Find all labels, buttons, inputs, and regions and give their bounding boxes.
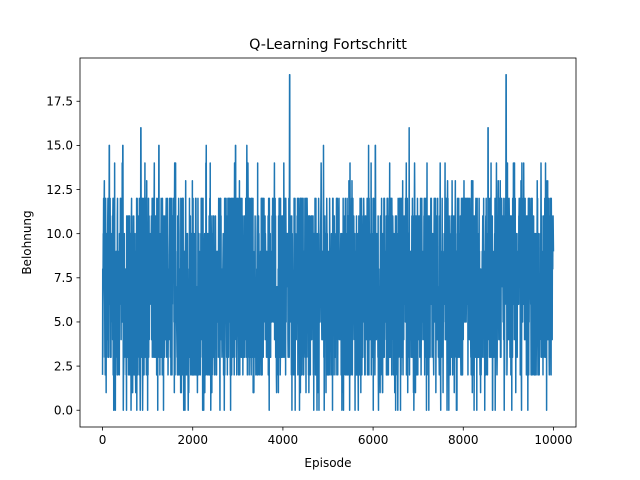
x-tick-label: 0 xyxy=(99,433,107,447)
y-axis-label: Belohnung xyxy=(20,210,34,274)
y-tick-label: 0.0 xyxy=(54,404,73,418)
series-layer xyxy=(101,74,555,411)
y-tick-label: 5.0 xyxy=(54,315,73,329)
x-axis-label: Episode xyxy=(304,456,351,470)
x-tick-label: 4000 xyxy=(268,433,299,447)
x-tick-label: 2000 xyxy=(177,433,208,447)
x-tick-label: 10000 xyxy=(534,433,572,447)
y-tick-label: 2.5 xyxy=(54,359,73,373)
x-tick-label: 8000 xyxy=(448,433,479,447)
y-tick-label: 10.0 xyxy=(46,227,73,241)
plot-frame xyxy=(79,57,577,428)
y-axis: 0.0 2.5 5.0 7.5 10.0 12.5 15.0 17.5 xyxy=(46,95,80,418)
y-tick-label: 12.5 xyxy=(46,183,73,197)
x-axis: 0 2000 4000 6000 8000 10000 xyxy=(99,427,573,447)
y-tick-label: 7.5 xyxy=(54,271,73,285)
y-tick-label: 15.0 xyxy=(46,139,73,153)
x-tick-label: 6000 xyxy=(358,433,389,447)
reward-series-line xyxy=(101,74,555,411)
y-tick-label: 17.5 xyxy=(46,95,73,109)
chart-title: Q-Learning Fortschritt xyxy=(249,37,407,53)
